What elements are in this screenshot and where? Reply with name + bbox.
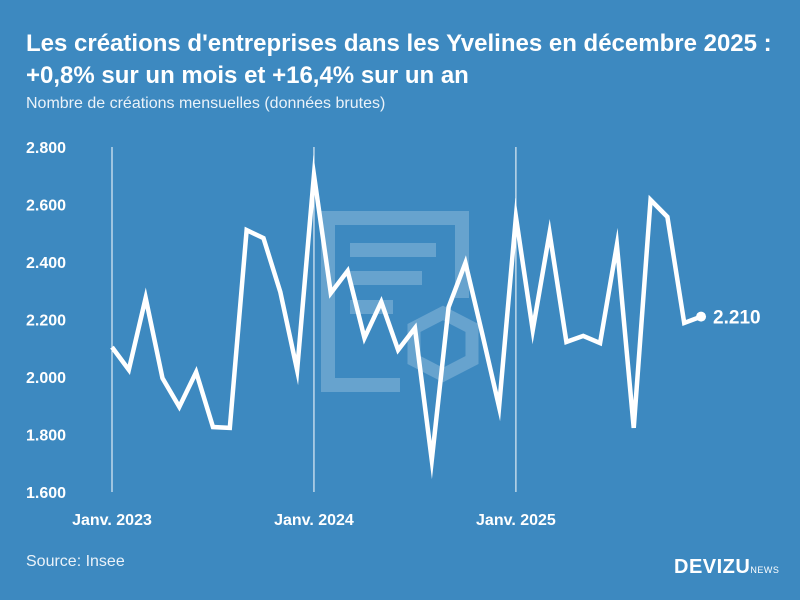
y-tick-label: 2.400 bbox=[26, 255, 66, 272]
y-tick-label: 2.000 bbox=[26, 370, 66, 387]
last-value-label: 2.210 bbox=[713, 308, 761, 329]
y-tick-label: 2.200 bbox=[26, 313, 66, 330]
y-tick-label: 1.600 bbox=[26, 485, 66, 502]
y-tick-label: 2.600 bbox=[26, 198, 66, 215]
brand-name: DEVIZU bbox=[674, 556, 751, 578]
series-line bbox=[110, 155, 702, 480]
y-tick-label: 2.800 bbox=[26, 140, 66, 157]
source-note: Source: Insee bbox=[26, 553, 125, 570]
x-tick-label: Janv. 2024 bbox=[274, 512, 354, 529]
x-tick-label: Janv. 2025 bbox=[476, 512, 556, 529]
brand-logo: DEVIZUNEWS bbox=[674, 556, 779, 579]
y-tick-label: 1.800 bbox=[26, 428, 66, 445]
x-tick-label: Janv. 2023 bbox=[72, 512, 152, 529]
brand-suffix: NEWS bbox=[750, 565, 780, 575]
data-point bbox=[696, 311, 707, 322]
chart-title: Les créations d'entreprises dans les Yve… bbox=[26, 30, 772, 89]
chart-subtitle: Nombre de créations mensuelles (données … bbox=[26, 95, 386, 112]
